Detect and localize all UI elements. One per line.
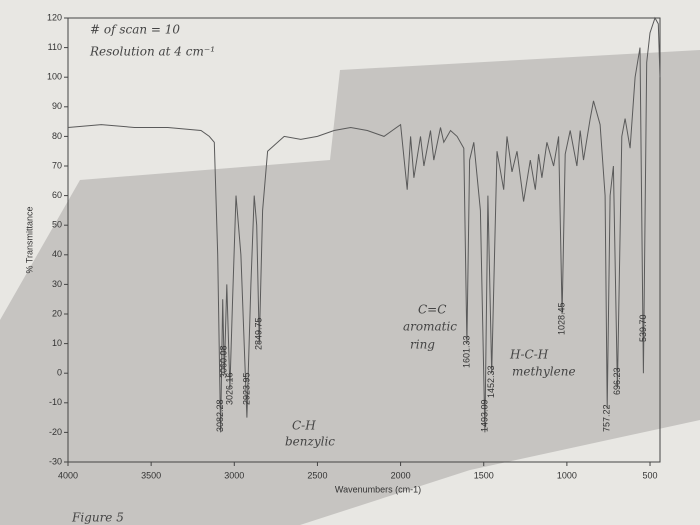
handwritten-note: H-C-H — [509, 348, 549, 362]
peak-label: 3026.16 — [224, 372, 234, 405]
handwritten-note: Figure 5 — [71, 511, 124, 525]
handwritten-note: methylene — [512, 365, 576, 379]
handwritten-note: aromatic — [403, 320, 457, 334]
x-tick-label: 1500 — [474, 470, 494, 480]
y-tick-label: 110 — [48, 42, 62, 52]
peak-label: 1493.09 — [479, 399, 489, 432]
handwritten-note: benzylic — [285, 435, 335, 449]
y-tick-label: 0 — [57, 368, 62, 378]
handwritten-note: C=C — [418, 303, 446, 317]
y-tick-label: 50 — [52, 220, 62, 230]
handwritten-note: Resolution at 4 cm⁻¹ — [89, 45, 215, 59]
handwritten-note: C-H — [292, 419, 316, 433]
peak-label: 3082.28 — [215, 399, 225, 432]
spectrum-line — [67, 16, 661, 433]
handwritten-note: # of scan = 10 — [90, 23, 180, 37]
y-tick-label: 70 — [52, 160, 62, 170]
plot-frame — [67, 17, 661, 463]
y-tick-label: 60 — [52, 190, 62, 200]
shadow — [0, 50, 700, 525]
x-tick-label: 3000 — [224, 470, 244, 480]
y-tick-label: -10 — [49, 397, 62, 407]
y-tick-label: 10 — [52, 338, 62, 348]
peak-label: 1028.45 — [557, 302, 567, 335]
peak-label: 539.70 — [638, 314, 648, 342]
x-tick-label: 2000 — [391, 470, 411, 480]
y-tick-label: 30 — [52, 279, 62, 289]
y-tick-label: 20 — [52, 308, 62, 318]
y-tick-label: 120 — [47, 12, 62, 22]
x-axis-label: Wavenumbers (cm-1) — [335, 484, 421, 494]
x-tick-label: 2500 — [307, 470, 327, 480]
peak-label: 2849.75 — [254, 317, 264, 350]
peak-label: 757.22 — [602, 404, 612, 432]
handwritten-note: ring — [410, 338, 435, 352]
peak-label: 3060.08 — [219, 345, 229, 378]
peak-label: 1601.33 — [461, 335, 471, 368]
y-tick-label: 90 — [52, 101, 62, 111]
y-tick-label: 100 — [47, 72, 62, 82]
y-tick-label: -20 — [49, 427, 62, 437]
peak-label: 1452.33 — [486, 365, 496, 398]
x-tick-label: 4000 — [58, 470, 78, 480]
peak-label: 2923.95 — [241, 372, 251, 405]
y-axis-label: % Transmittance — [24, 206, 34, 273]
x-tick-label: 3500 — [141, 470, 161, 480]
x-tick-label: 1000 — [557, 470, 577, 480]
y-tick-label: -30 — [49, 456, 62, 466]
y-tick-label: 40 — [52, 249, 62, 259]
x-tick-label: 500 — [643, 470, 658, 480]
peak-label: 696.23 — [612, 367, 622, 395]
y-tick-label: 80 — [52, 131, 62, 141]
